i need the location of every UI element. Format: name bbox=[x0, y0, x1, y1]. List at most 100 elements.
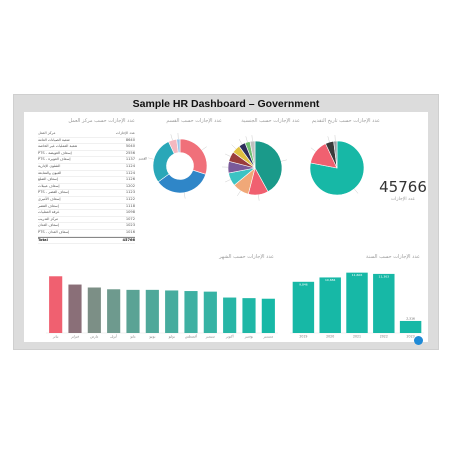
pie-nationality-leader-line bbox=[238, 139, 243, 145]
table-row[interactable]: إسعاف عبيلات 1202 bbox=[38, 184, 135, 191]
table-row[interactable]: الشئون الإدارية 1124 bbox=[38, 164, 135, 171]
monthly-bar[interactable] bbox=[261, 298, 275, 333]
donut-department-slice[interactable] bbox=[176, 138, 181, 153]
table-row[interactable]: مركز التدريب 1072 bbox=[38, 217, 135, 224]
monthly-bar[interactable] bbox=[242, 298, 256, 333]
pie-quarter-slice[interactable] bbox=[333, 140, 338, 169]
kpi-value: 45766 bbox=[379, 178, 427, 196]
monthly-bar[interactable] bbox=[49, 276, 63, 333]
dashboard-canvas: عدد الإجازات حسب مركز العمل مركز العمل ع… bbox=[24, 112, 428, 342]
table-row[interactable]: العيون والمتابعة 1124 bbox=[38, 171, 135, 178]
table-row[interactable]: شعبة العمليات غير الخاصة 5040 bbox=[38, 144, 135, 151]
table-row[interactable]: إسعاف الضلع 1126 bbox=[38, 177, 135, 184]
row-label: غرفة العمليات bbox=[38, 210, 60, 215]
yearly-tick-label: 2020 bbox=[326, 335, 334, 339]
nationality-caption: عدد الإجازات حسب الجنسية bbox=[241, 118, 300, 124]
pie-nationality-leader-line bbox=[225, 179, 231, 183]
row-value: 1023 bbox=[125, 223, 135, 228]
donut-department-leader-line bbox=[201, 146, 207, 151]
logo-icon bbox=[414, 336, 423, 345]
row-value: 1122 bbox=[125, 196, 135, 201]
pie-nationality-leader-line bbox=[281, 159, 288, 162]
monthly-caption: عدد الإجازات حسب الشهر bbox=[219, 254, 274, 260]
monthly-bar[interactable] bbox=[223, 297, 237, 333]
monthly-bar[interactable] bbox=[165, 290, 179, 333]
row-label: شعبة الصيانات العامة bbox=[38, 137, 70, 142]
row-value: 1202 bbox=[125, 183, 135, 188]
table-total-row: Total 45766 bbox=[38, 236, 135, 245]
yearly-tick-label: 2019 bbox=[299, 335, 307, 339]
yearly-caption: عدد الإجازات حسب السنة bbox=[366, 254, 420, 260]
row-value: 5040 bbox=[125, 144, 135, 149]
table-header[interactable]: مركز العمل عدد الإجازات bbox=[38, 131, 135, 138]
yearly-bar[interactable] bbox=[319, 277, 341, 333]
monthly-bar[interactable] bbox=[126, 289, 140, 333]
total-label: Total bbox=[38, 237, 48, 242]
yearly-data-label: 11,363 bbox=[379, 274, 390, 278]
monthly-tick-label: نوفمبر bbox=[244, 335, 254, 339]
donut-department-leader-line bbox=[147, 157, 154, 160]
pie-nationality-leader-line bbox=[231, 144, 237, 150]
monthly-bar[interactable] bbox=[87, 287, 101, 334]
row-label: مركز التدريب bbox=[38, 216, 59, 221]
row-value: 1126 bbox=[125, 177, 135, 182]
header-left: مركز العمل bbox=[38, 131, 56, 135]
yearly-tick-label: 2021 bbox=[353, 335, 361, 339]
monthly-tick-label: مارس bbox=[90, 335, 98, 339]
table-caption: عدد الإجازات حسب مركز العمل bbox=[68, 118, 135, 124]
row-label: PTS - إسعاف العدان bbox=[38, 229, 70, 234]
yearly-tick-label: 2022 bbox=[380, 335, 388, 339]
pie-nationality-leader-line bbox=[258, 194, 260, 201]
monthly-bar-chart[interactable]: يناير فبراير مارس أبريل مايو يونيو يوليو أغسطس س… bbox=[46, 264, 278, 340]
row-label: إسعاف عبيلات bbox=[38, 183, 60, 188]
row-label: إسعاف القصر bbox=[38, 203, 59, 208]
nationality-pie-chart[interactable] bbox=[222, 135, 288, 201]
row-label: الشئون الإدارية bbox=[38, 163, 61, 168]
monthly-tick-label: أغسطس bbox=[185, 334, 197, 339]
yearly-bar[interactable] bbox=[373, 273, 395, 333]
yearly-tick-label: 2023 bbox=[407, 335, 415, 339]
row-value: 1123 bbox=[125, 190, 135, 195]
donut-department-leader-line bbox=[170, 134, 173, 141]
pie-nationality-slice[interactable] bbox=[249, 140, 256, 169]
monthly-bar[interactable] bbox=[107, 289, 121, 333]
table-body: شعبة الصيانات العامة 8640 شعبة العمليات غي… bbox=[38, 138, 135, 237]
table-row[interactable]: إسعاف الأميري 1122 bbox=[38, 197, 135, 204]
monthly-bar[interactable] bbox=[145, 289, 159, 333]
table-row[interactable]: إسعاف القصر 1118 bbox=[38, 204, 135, 211]
yearly-bar[interactable] bbox=[346, 272, 368, 333]
department-donut-chart[interactable]: القسم bbox=[139, 133, 208, 199]
monthly-tick-label: أكتوبر bbox=[225, 334, 234, 339]
monthly-tick-label: يونيو bbox=[148, 335, 155, 339]
table-row[interactable]: شعبة الصيانات العامة 8640 bbox=[38, 138, 135, 145]
row-label: PTS - إسعاف القصر bbox=[38, 190, 69, 195]
table-row[interactable]: PTS - إسعاف القصر 1123 bbox=[38, 190, 135, 197]
yearly-bar[interactable] bbox=[292, 281, 315, 333]
pie-nationality-slice[interactable] bbox=[254, 140, 283, 193]
table-row[interactable]: PTS - إسعاف العدان 1016 bbox=[38, 230, 135, 237]
table-row[interactable]: PTS - إسعاف الغويصة 2556 bbox=[38, 151, 135, 158]
yearly-data-label: 11,606 bbox=[352, 273, 363, 277]
quarter-pie-chart[interactable] bbox=[309, 135, 365, 196]
yearly-bar[interactable] bbox=[399, 320, 422, 333]
monthly-tick-label: سبتمبر bbox=[205, 335, 215, 339]
workcenter-table[interactable]: مركز العمل عدد الإجازات شعبة الصيانات ال… bbox=[38, 131, 135, 245]
monthly-tick-label: ديسمبر bbox=[262, 335, 273, 339]
donut-department-slice[interactable] bbox=[179, 138, 208, 175]
table-row[interactable]: PTS - إسعاف العويرة 1137 bbox=[38, 157, 135, 164]
yearly-bar-chart[interactable]: 2019 9,846 2020 10,684 2021 11,606 2022 11,363 2… bbox=[290, 262, 424, 340]
donut-department-slice-label: القسم bbox=[139, 156, 148, 160]
total-value: 45766 bbox=[122, 237, 135, 242]
monthly-tick-label: أبريل bbox=[110, 334, 117, 339]
row-value: 1016 bbox=[125, 229, 135, 234]
table-row[interactable]: غرفة العمليات 1098 bbox=[38, 210, 135, 217]
pie-nationality-leader-line bbox=[225, 153, 231, 157]
monthly-bar[interactable] bbox=[203, 291, 217, 333]
monthly-bar[interactable] bbox=[68, 284, 82, 333]
row-label: إسعاف الضلع bbox=[38, 177, 59, 182]
monthly-bar[interactable] bbox=[184, 291, 198, 333]
table-row[interactable]: إسعاف العدان 1023 bbox=[38, 223, 135, 230]
row-value: 1072 bbox=[125, 216, 135, 221]
row-value: 1137 bbox=[125, 157, 135, 162]
pie-nationality-leader-line bbox=[237, 190, 241, 196]
